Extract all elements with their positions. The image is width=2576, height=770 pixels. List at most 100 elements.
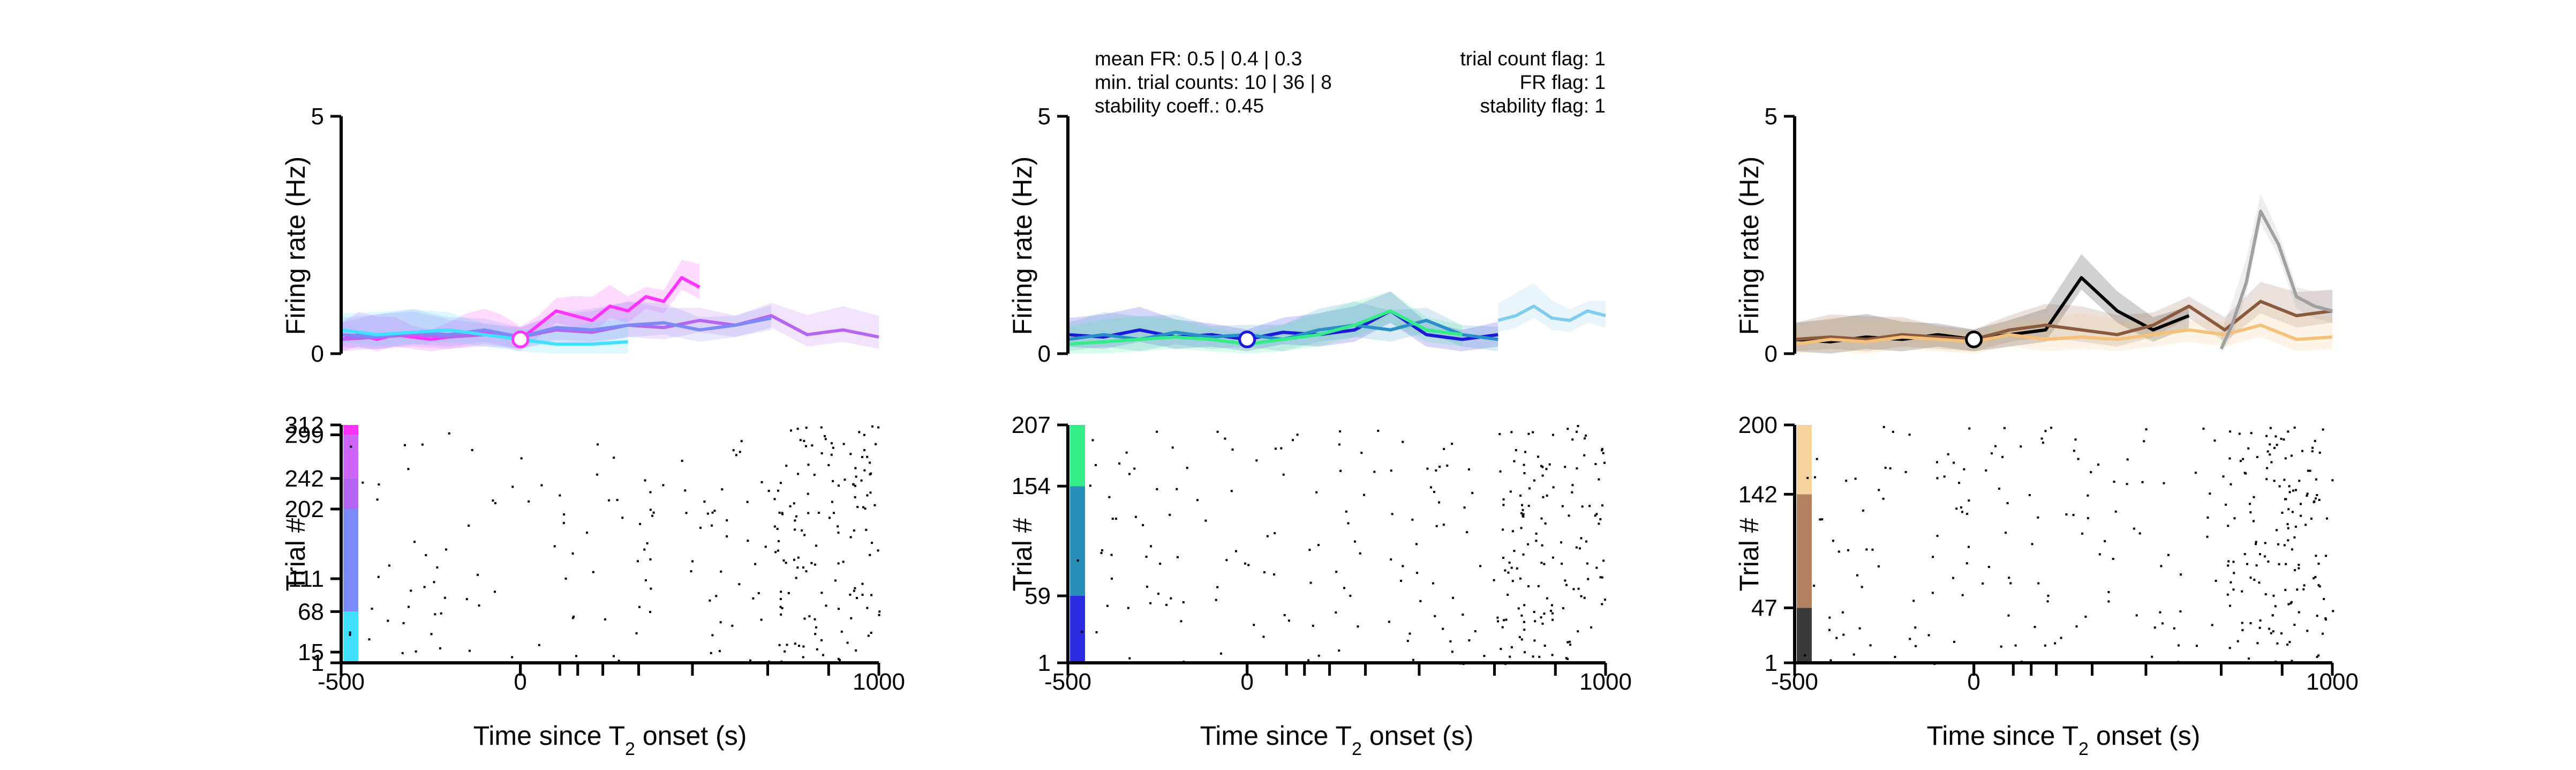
spike-dot	[1998, 487, 2000, 490]
spike-dot	[1219, 652, 1222, 655]
spike-dot	[2143, 440, 2145, 443]
spike-dot	[822, 654, 825, 656]
spike-dot	[834, 579, 837, 582]
spike-dot	[1842, 633, 1845, 636]
spike-dot	[1507, 594, 1509, 596]
spike-dot	[2313, 577, 2315, 580]
spike-dot	[715, 595, 718, 597]
spike-dot	[709, 599, 711, 602]
spike-dot	[1952, 577, 1955, 579]
x-tick-label: -500	[1044, 669, 1091, 695]
spike-dot	[870, 631, 872, 634]
series-line-1	[1067, 309, 1498, 341]
spike-dot	[1255, 459, 1258, 462]
spike-dot	[2247, 447, 2250, 450]
spike-dot	[1544, 522, 1547, 525]
spike-dot	[1315, 491, 1318, 494]
spike-dot	[1416, 572, 1419, 574]
spike-dot	[1927, 634, 1930, 637]
spike-dot	[855, 649, 857, 652]
spike-dot	[2209, 492, 2211, 495]
spike-dot	[801, 529, 803, 532]
spike-dot	[1982, 582, 1984, 585]
spike-dot	[2153, 626, 2156, 629]
spike-dot	[1114, 518, 1117, 520]
spike-dot	[1466, 531, 1468, 534]
spike-dot	[807, 512, 810, 514]
spike-dot	[1156, 430, 1158, 433]
spike-dot	[2324, 618, 2327, 621]
spike-dot	[1335, 571, 1338, 573]
spike-dot	[1548, 463, 1551, 466]
spike-dot	[2298, 567, 2300, 570]
spike-dot	[2311, 450, 2314, 453]
x-axis-title-tail: onset (s)	[635, 721, 747, 751]
spike-dot	[1566, 641, 1569, 644]
spike-dot	[1508, 561, 1511, 564]
spike-dot	[1287, 619, 1290, 622]
spike-dot	[1502, 528, 1504, 531]
spike-dot	[2195, 645, 2198, 647]
spike-dot	[1274, 447, 1277, 450]
spike-dot	[870, 594, 873, 596]
spike-dot	[1882, 497, 1885, 500]
spike-dot	[778, 511, 781, 514]
spike-dot	[699, 526, 702, 529]
spike-dot	[2112, 557, 2114, 560]
spike-dot	[827, 464, 830, 467]
spike-dot	[2075, 625, 2078, 628]
spike-dot	[1400, 579, 1403, 582]
spike-dot	[805, 427, 808, 429]
raster-y-tick-label: 111	[288, 566, 324, 592]
spike-dot	[1519, 494, 1522, 497]
spike-dot	[643, 548, 646, 551]
spike-dot	[850, 617, 853, 619]
spike-dot	[718, 650, 721, 653]
spike-dot	[2290, 454, 2293, 457]
spike-dot	[779, 482, 782, 484]
spike-dot	[1467, 468, 1470, 470]
spike-dot	[1533, 611, 1535, 614]
spike-dot	[1909, 638, 1911, 640]
series-line-2	[1794, 300, 2333, 341]
spike-dot	[1994, 445, 1997, 447]
spike-dot	[861, 593, 864, 596]
spike-dot	[2097, 464, 2100, 466]
spike-dot	[1339, 430, 1342, 433]
spike-dot	[559, 494, 561, 497]
spike-dot	[684, 489, 687, 492]
spike-dot	[651, 514, 654, 517]
spike-dot	[849, 536, 852, 539]
spike-dot	[2313, 500, 2316, 503]
spike-dot	[1230, 490, 1233, 492]
raster-y-tick-label: 15	[298, 639, 324, 666]
spike-dot	[837, 525, 839, 528]
spike-dot	[471, 448, 473, 451]
spike-dot	[807, 464, 810, 466]
spike-dot	[794, 528, 796, 531]
raster-y-axis-title: Trial #	[1734, 518, 1764, 591]
spike-dot	[1603, 461, 1606, 464]
spike-dot	[469, 649, 471, 652]
spike-dot	[793, 558, 795, 561]
spike-dot	[407, 605, 410, 608]
spike-dot	[434, 613, 436, 616]
spike-dot	[1502, 557, 1505, 559]
spike-dot	[1111, 577, 1113, 580]
spike-dot	[1509, 655, 1511, 658]
spike-dot	[2253, 579, 2256, 581]
spike-dot	[1471, 492, 1474, 495]
raster-y-tick-label: 59	[1025, 583, 1051, 609]
spike-dot	[1510, 431, 1513, 433]
spike-dot	[1283, 614, 1286, 616]
spike-dot	[2227, 564, 2229, 567]
spike-dot	[439, 647, 441, 649]
spike-dot	[636, 560, 639, 563]
spike-dot	[866, 455, 869, 458]
spike-dot	[1551, 654, 1554, 656]
spike-dot	[1847, 549, 1849, 551]
spike-dot	[1541, 466, 1544, 468]
spike-dot	[2229, 604, 2232, 607]
